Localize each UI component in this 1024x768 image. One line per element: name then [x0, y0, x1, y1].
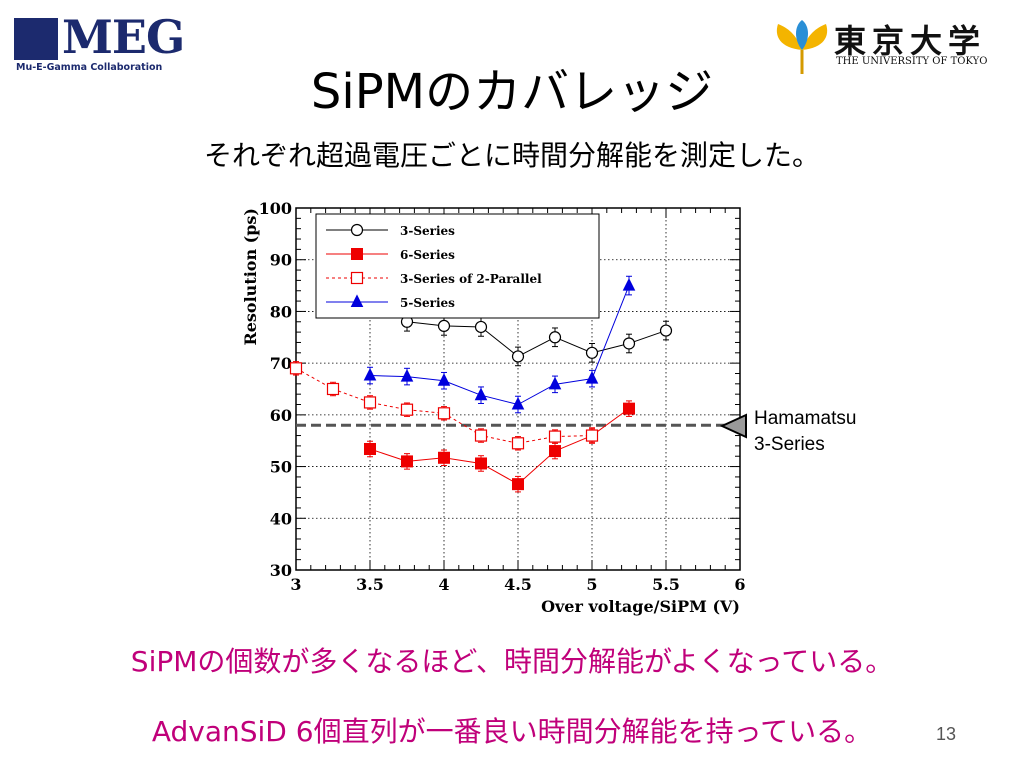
- data-point-series-3: [474, 429, 488, 442]
- data-point-series-4: [585, 371, 599, 384]
- x-tick-label: 3: [290, 575, 301, 594]
- x-tick-label: 5.5: [652, 575, 680, 594]
- data-point-series-2: [623, 402, 635, 415]
- data-point-series-3: [363, 396, 377, 409]
- meg-logo-subtitle: Mu-E-Gamma Collaboration: [16, 62, 163, 73]
- y-tick-label: 60: [270, 406, 292, 425]
- legend-label: 5-Series: [400, 296, 455, 310]
- legend-marker: [351, 248, 363, 260]
- slide-title: SiPMのカバレッジ: [310, 64, 714, 120]
- legend-label: 3-Series of 2-Parallel: [400, 272, 542, 286]
- data-point-series-4: [363, 367, 377, 381]
- y-tick-label: 100: [259, 199, 292, 218]
- data-point-series-2: [512, 478, 524, 491]
- series-line-1: [406, 321, 667, 358]
- page-number: 13: [936, 724, 957, 744]
- y-tick-label: 40: [270, 509, 292, 528]
- x-tick-label: 4.5: [504, 575, 532, 594]
- data-point-series-1: [622, 337, 636, 350]
- data-point-series-4: [622, 277, 636, 291]
- data-point-series-1: [548, 331, 562, 344]
- x-tick-label: 6: [734, 575, 745, 594]
- university-of-tokyo-logo: 東京大学 THE UNIVERSITY OF TOKYO: [772, 18, 1012, 78]
- tokyo-logo-subtitle: THE UNIVERSITY OF TOKYO: [836, 56, 988, 67]
- data-point-series-3: [289, 362, 303, 375]
- resolution-chart: 3 3.5 4 4.5 5 5.5 6 30 40 50 60 70 80 90 100 Over volta…: [241, 199, 746, 616]
- data-point-series-4: [511, 396, 525, 410]
- y-tick-label: 80: [270, 302, 292, 321]
- data-point-series-2: [401, 455, 413, 468]
- x-tick-label: 3.5: [356, 575, 384, 594]
- tokyo-logo-text: 東京大学: [834, 22, 987, 60]
- plot-frame: [295, 207, 741, 571]
- data-point-series-3: [400, 403, 414, 416]
- data-point-series-4: [474, 387, 488, 401]
- series-line-2: [369, 408, 630, 485]
- data-point-series-3: [511, 437, 525, 450]
- data-point-series-3: [437, 407, 451, 420]
- x-tick-label: 5: [586, 575, 597, 594]
- data-point-series-2: [475, 457, 487, 470]
- y-axis-label: Resolution (ps): [241, 208, 260, 346]
- data-point-series-3: [585, 429, 599, 442]
- legend-label: 6-Series: [400, 248, 455, 262]
- hamamatsu-label-line1: Hamamatsu: [754, 408, 857, 429]
- triangle-marker-icon: [719, 413, 747, 439]
- y-tick-label: 90: [270, 251, 292, 270]
- y-tick-label: 50: [270, 458, 292, 477]
- meg-logo: MEG Mu-E-Gamma Collaboration: [10, 10, 195, 76]
- y-tick-label: 70: [270, 354, 292, 373]
- data-point-series-4: [548, 376, 562, 390]
- data-point-series-1: [585, 346, 599, 359]
- data-point-series-4: [437, 373, 451, 386]
- slide-subtitle: それぞれ超過電圧ごとに時間分解能を測定した。: [203, 139, 820, 172]
- meg-logo-mark: [14, 18, 58, 60]
- x-axis-label: Over voltage/SiPM (V): [541, 597, 740, 616]
- legend-label: 3-Series: [400, 224, 455, 238]
- legend-marker: [350, 223, 364, 237]
- data-point-series-1: [511, 350, 525, 363]
- hamamatsu-label-line2: 3-Series: [754, 434, 825, 455]
- data-point-series-3: [548, 430, 562, 443]
- data-point-series-4: [400, 368, 414, 382]
- data-point-series-2: [438, 451, 450, 464]
- meg-logo-text: MEG: [62, 10, 185, 64]
- data-point-series-2: [549, 445, 561, 458]
- y-tick-label: 30: [270, 561, 292, 580]
- ginkgo-leaf-icon: [776, 20, 828, 74]
- data-point-series-1: [437, 319, 451, 333]
- conclusion-line-2: AdvanSiD 6個直列が一番良い時間分解能を持っている。: [151, 715, 873, 748]
- legend-marker: [350, 271, 364, 285]
- legend-box: [315, 213, 600, 319]
- data-point-series-1: [474, 320, 488, 334]
- data-point-series-2: [364, 442, 376, 455]
- data-point-series-3: [326, 382, 340, 396]
- conclusion-line-1: SiPMの個数が多くなるほど、時間分解能がよくなっている。: [130, 645, 894, 678]
- x-tick-label: 4: [438, 575, 449, 594]
- data-point-series-1: [659, 324, 673, 337]
- series-line-4: [369, 285, 630, 406]
- hamamatsu-annotation: Hamamatsu 3-Series: [719, 408, 856, 455]
- legend-marker: [350, 294, 364, 307]
